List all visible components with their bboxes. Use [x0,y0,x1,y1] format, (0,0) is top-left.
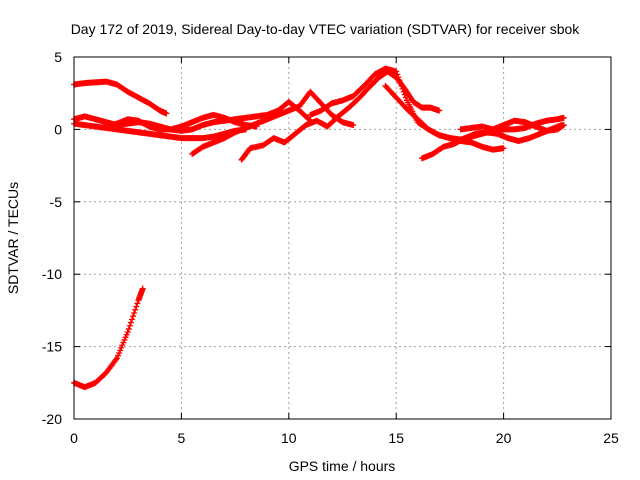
data-point-marker [560,122,567,129]
x-tick-label: 15 [388,430,404,446]
data-point-marker [395,74,402,81]
y-tick-label: -20 [42,411,62,427]
x-axis-label: GPS time / hours [289,458,396,474]
data-points [71,65,567,391]
y-tick-label: -5 [50,194,63,210]
data-point-marker [401,91,408,98]
data-point-marker [399,85,406,92]
data-point-marker [394,71,401,78]
data-point-marker [134,300,141,307]
data-point-marker [560,114,567,121]
data-point-marker [133,303,140,310]
data-point-marker [350,122,357,129]
data-point-marker [124,329,131,336]
plot-frame [73,56,612,420]
x-tick-label: 25 [603,430,619,446]
data-point-marker [396,77,403,84]
data-point-marker [125,325,132,332]
data-point-marker [126,322,133,329]
y-tick-label: 5 [54,49,62,65]
data-point-marker [393,68,400,75]
y-tick-label: -10 [42,266,62,282]
data-point-marker [500,145,507,152]
data-point-marker [130,313,137,320]
x-tick-label: 10 [281,430,297,446]
chart-title: Day 172 of 2019, Sidereal Day-to-day VTE… [71,21,581,37]
x-tick-label: 20 [496,430,512,446]
data-point-marker [131,310,138,317]
y-tick-label: -15 [42,339,62,355]
data-point-marker [128,316,135,323]
y-tick-label: 0 [54,121,62,137]
data-point-marker [400,88,407,95]
grid-lines [74,57,611,419]
data-point-marker [402,94,409,101]
data-point-marker [398,82,405,89]
axis-tick-labels: 0 5 10 15 20 25 -20 -15 -10 -5 0 5 [42,49,619,446]
data-point-marker [139,285,146,292]
y-axis-label: SDTVAR / TECUs [5,182,21,294]
data-point-marker [397,80,404,87]
x-tick-label: 5 [178,430,186,446]
data-point-marker [132,306,139,313]
x-tick-label: 0 [70,430,78,446]
data-point-marker [436,107,443,114]
data-point-marker [127,319,134,326]
data-point-marker [163,110,170,117]
